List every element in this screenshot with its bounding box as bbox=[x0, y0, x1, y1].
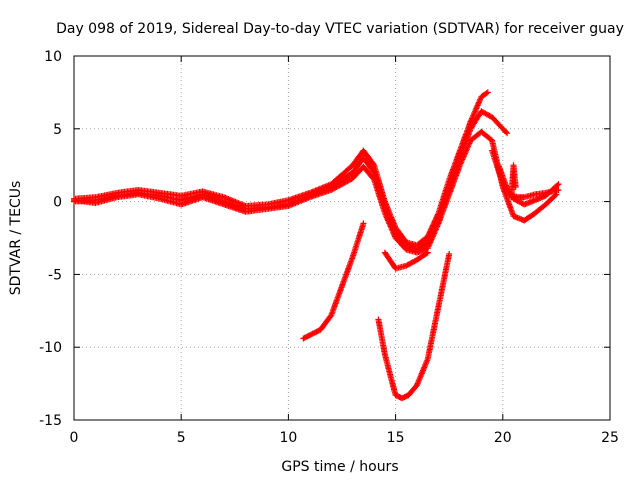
series-dip-short bbox=[381, 249, 431, 272]
tick-layer: 0 5 10 15 20 25 -15 -10 -5 0 5 10 bbox=[39, 49, 619, 446]
x-tick-label: 25 bbox=[601, 430, 619, 446]
x-tick-label: 0 bbox=[70, 430, 79, 446]
series-late-spike bbox=[508, 162, 519, 201]
series-markers bbox=[300, 220, 367, 342]
y-tick-label: -5 bbox=[48, 267, 62, 283]
series-layer bbox=[71, 89, 562, 402]
y-tick-label: 0 bbox=[53, 195, 62, 211]
series-markers bbox=[508, 162, 519, 201]
y-tick-label: -15 bbox=[39, 413, 62, 429]
chart-title: Day 098 of 2019, Sidereal Day-to-day VTE… bbox=[56, 21, 624, 37]
x-tick-label: 20 bbox=[494, 430, 512, 446]
y-tick-label: 10 bbox=[44, 49, 62, 65]
y-axis-label: SDTVAR / TECUs bbox=[8, 181, 24, 296]
series-markers bbox=[71, 128, 560, 256]
x-tick-label: 10 bbox=[279, 430, 297, 446]
y-tick-label: 5 bbox=[53, 122, 62, 138]
x-axis-label: GPS time / hours bbox=[281, 459, 398, 475]
series-markers bbox=[495, 162, 562, 201]
x-tick-label: 5 bbox=[177, 430, 186, 446]
series-markers bbox=[375, 251, 453, 402]
x-tick-label: 15 bbox=[387, 430, 405, 446]
grid-layer bbox=[74, 56, 610, 420]
series-deep-dip bbox=[375, 251, 453, 402]
series-late-branch-b bbox=[495, 162, 562, 201]
series-rising-track bbox=[300, 220, 367, 342]
y-tick-label: -10 bbox=[39, 340, 62, 356]
series-main-trace-lower bbox=[71, 128, 560, 256]
series-markers bbox=[381, 249, 431, 272]
plot-frame bbox=[73, 55, 611, 421]
